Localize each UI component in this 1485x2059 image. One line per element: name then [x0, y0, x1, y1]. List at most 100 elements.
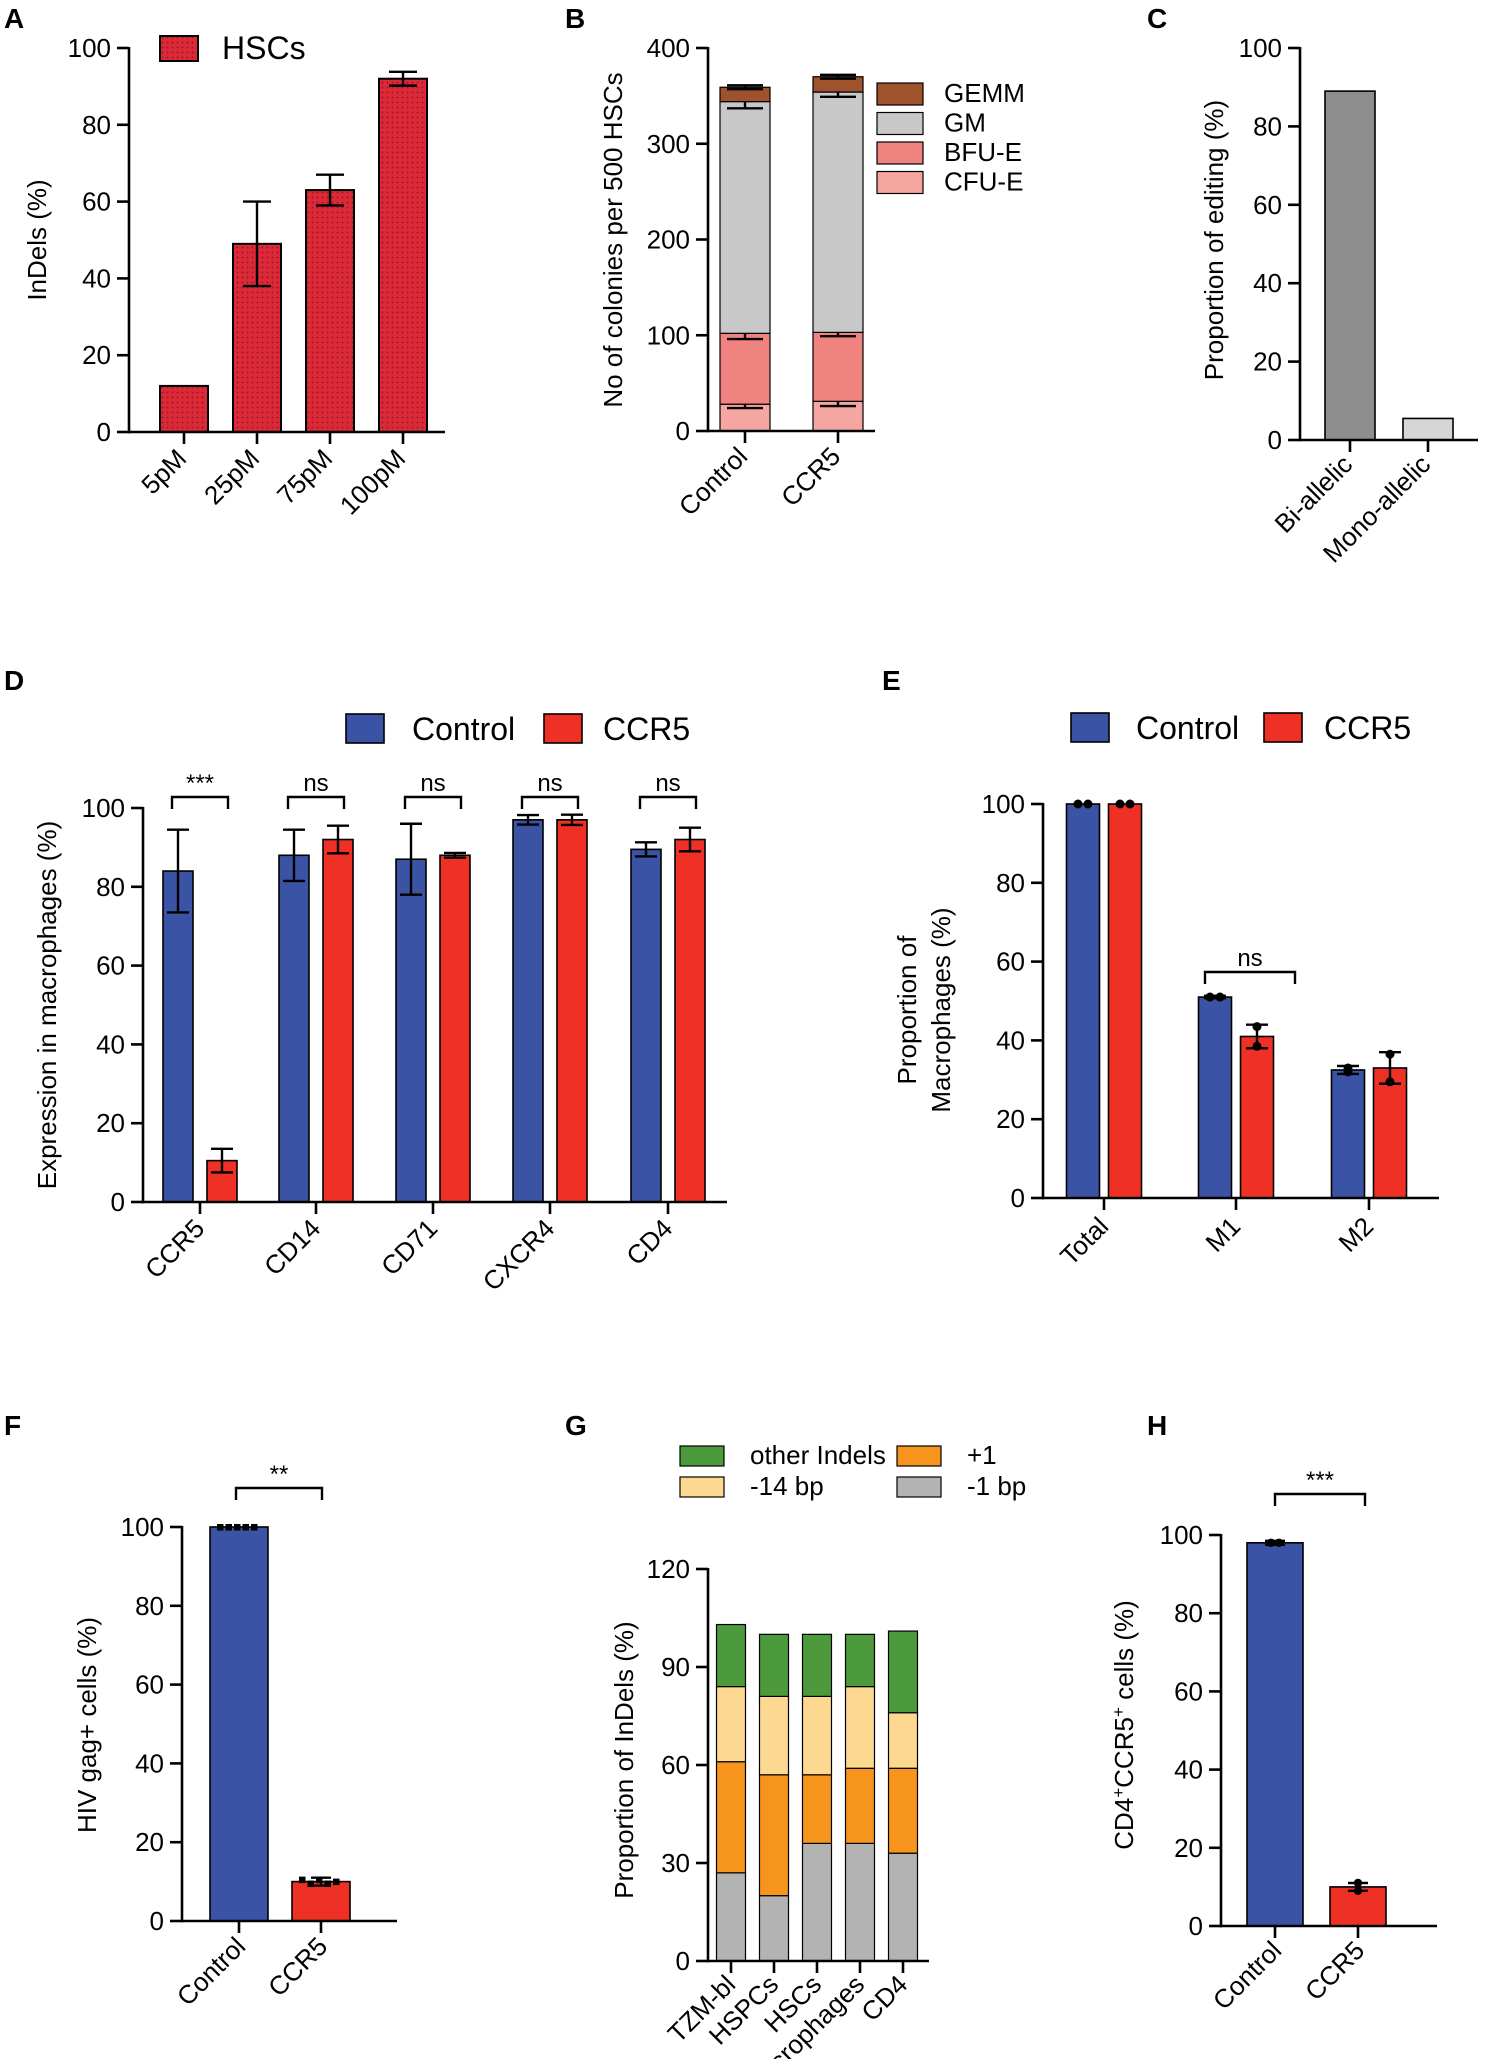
panel-c-y-tick-label: 20: [1253, 347, 1282, 377]
panel-e-data-point: [1125, 799, 1135, 809]
panel-e-y-tick-label: 80: [996, 868, 1025, 898]
panel-d-significance-bracket: [638, 795, 698, 809]
panel-b-legend-swatch: [876, 111, 924, 136]
panel-e-x-tick-label: M2: [1332, 1211, 1379, 1258]
panel-d-y-tick-label: 20: [96, 1108, 125, 1138]
panel-g-y-axis-label: Proportion of InDels (%): [609, 1621, 639, 1898]
panel-a-x-tick-label: 5pM: [135, 443, 192, 500]
panel-e-legend-label: Control: [1136, 710, 1239, 746]
panel-h-x-tick-label: Control: [1207, 1935, 1287, 2015]
panel-c-label: C: [1147, 3, 1167, 34]
panel-b-bar-bfu-e: [812, 331, 864, 402]
panel-a-y-tick-label: 80: [82, 110, 111, 140]
panel-d-y-tick-label: 0: [111, 1187, 125, 1217]
panel-g-bar-segment: [758, 1774, 790, 1897]
panel-f-data-point: [225, 1524, 232, 1531]
panel-d-legend-label: Control: [412, 711, 515, 747]
panel-e-significance-label: ns: [1237, 945, 1262, 972]
panel-b-bar-gm: [812, 91, 864, 333]
panel-e-data-point: [1115, 799, 1125, 809]
panel-f-significance-label: **: [270, 1461, 289, 1488]
panel-b-legend-swatch: [876, 82, 924, 106]
panel-h-data-point: [1353, 1878, 1363, 1888]
panel-d-significance-label: ns: [537, 770, 562, 797]
panel-a-x-tick-label: 25pM: [198, 443, 265, 510]
panel-e-legend-swatch: [1070, 712, 1110, 743]
panel-f-y-tick-label: 40: [135, 1748, 164, 1778]
panel-e-legend-label: CCR5: [1324, 710, 1411, 746]
panel-d-significance-bracket: [286, 795, 346, 809]
panel-g-bar-segment: [844, 1767, 876, 1845]
panel-c: CBi-allelicMono-allelic020406080100Propo…: [1147, 3, 1478, 568]
panel-a-y-tick-label: 20: [82, 340, 111, 370]
panel-a-y-tick-label: 60: [82, 187, 111, 217]
panel-b-bar-gm: [719, 101, 771, 334]
panel-e: E Total M1 M2 ns 0 20 40 60 80 100 Proportion of Mac…: [882, 665, 1439, 1271]
panel-b-x-tick-label: Control: [673, 441, 753, 521]
panel-b-legend-label: GM: [944, 108, 986, 138]
panel-d-significance-label: ns: [420, 770, 445, 797]
panel-d-x-tick-label: CD14: [258, 1213, 326, 1281]
panel-d-x-tick-label: CXCR4: [477, 1213, 561, 1297]
panel-e-y-tick-label: 20: [996, 1104, 1025, 1134]
panel-d: D *** CCR5 ns CD14 ns CD71 ns CXCR4 ns CD4 0 20 40 60 8…: [4, 665, 727, 1297]
panel-g-bar-segment: [801, 1695, 833, 1776]
panel-h-y-tick-label: 80: [1174, 1598, 1203, 1628]
panel-f-data-point: [234, 1524, 241, 1531]
panel-f-data-point: [242, 1524, 249, 1531]
panel-f-y-tick-label: 0: [150, 1906, 164, 1936]
panel-g-bar-segment: [844, 1842, 876, 1962]
panel-b-x-tick-label: CCR5: [775, 441, 846, 512]
panel-g-bar-segment: [715, 1761, 747, 1874]
panel-b-legend-swatch: [876, 141, 924, 165]
panel-b-legend-label: BFU-E: [944, 137, 1022, 167]
panel-g-label: G: [565, 1410, 587, 1441]
panel-f: F Control CCR5 ** 0 20 40 60 80 100 HIV gag+ cells…: [4, 1410, 397, 2012]
panel-g-bar-segment: [887, 1767, 919, 1854]
panel-d-bar-control: [162, 870, 194, 1203]
panel-g-bar-segment: [887, 1852, 919, 1962]
panel-g-legend-label: -1 bp: [967, 1471, 1026, 1501]
panel-g-bar-segment: [801, 1774, 833, 1845]
panel-g-legend-swatch: [679, 1445, 725, 1467]
panel-f-y-tick-label: 20: [135, 1827, 164, 1857]
panel-g-y-tick-label: 60: [661, 1750, 690, 1780]
panel-d-significance-label: ns: [303, 770, 328, 797]
panel-h-label: H: [1147, 1410, 1167, 1441]
panel-b-legend-label: GEMM: [944, 78, 1025, 108]
panel-c-y-tick-label: 80: [1253, 111, 1282, 141]
panel-b-y-tick-label: 100: [647, 320, 690, 350]
panel-e-data-point: [1343, 1063, 1353, 1073]
panel-f-label: F: [4, 1410, 21, 1441]
panel-d-significance-bracket: [170, 795, 230, 809]
panel-f-data-point: [333, 1878, 340, 1886]
panel-d-x-tick-label: CD4: [620, 1213, 678, 1271]
panel-b-legend-swatch: [876, 170, 924, 195]
panel-f-y-axis-label: HIV gag+ cells (%): [72, 1617, 102, 1833]
panel-g-bar-segment: [887, 1712, 919, 1769]
panel-g-bar-segment: [758, 1695, 790, 1776]
panel-g-legend-label: other Indels: [750, 1440, 886, 1470]
panel-e-significance-bracket: [1203, 970, 1297, 984]
panel-e-bar-control: [1330, 1069, 1366, 1199]
panel-b-y-axis-label: No of colonies per 500 HSCs: [598, 72, 628, 407]
panel-h-y-axis-label-part: CD4: [1109, 1798, 1139, 1850]
panel-h-y-tick-label: 20: [1174, 1833, 1203, 1863]
panel-g-bar-segment: [715, 1623, 747, 1688]
panel-d-significance-bracket: [520, 795, 580, 809]
panel-d-y-axis-label: Expression in macrophages (%): [32, 821, 62, 1190]
panel-d-bar-control: [395, 858, 427, 1203]
panel-a-x-tick-label: 100pM: [334, 443, 411, 520]
panel-d-bar-ccr5: [674, 838, 706, 1203]
panel-d-y-tick-label: 40: [96, 1029, 125, 1059]
panel-e-y-axis-label: Macrophages (%): [926, 907, 956, 1112]
panel-h-significance-label: ***: [1306, 1467, 1334, 1494]
panel-e-x-tick-label: Total: [1054, 1211, 1114, 1271]
panel-e-data-point: [1205, 992, 1215, 1002]
panel-b-y-tick-label: 300: [647, 129, 690, 159]
panel-f-y-tick-label: 60: [135, 1670, 164, 1700]
panel-g-bar-segment: [887, 1630, 919, 1714]
panel-c-bar: [1402, 417, 1454, 441]
